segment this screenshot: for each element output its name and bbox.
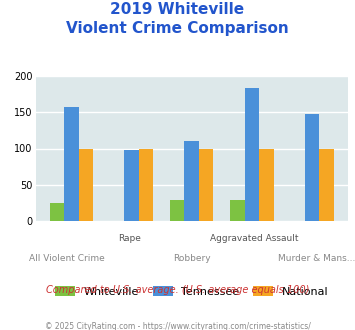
Text: Murder & Mans...: Murder & Mans... xyxy=(278,254,355,263)
Text: All Violent Crime: All Violent Crime xyxy=(29,254,105,263)
Bar xyxy=(50,203,64,221)
Text: © 2025 CityRating.com - https://www.cityrating.com/crime-statistics/: © 2025 CityRating.com - https://www.city… xyxy=(45,322,310,330)
Bar xyxy=(199,148,213,221)
Bar xyxy=(305,115,319,221)
Bar xyxy=(245,88,259,221)
Bar xyxy=(185,141,199,221)
Text: Compared to U.S. average. (U.S. average equals 100): Compared to U.S. average. (U.S. average … xyxy=(46,285,309,295)
Text: Violent Crime Comparison: Violent Crime Comparison xyxy=(66,21,289,36)
Bar xyxy=(170,200,185,221)
Bar xyxy=(124,150,139,221)
Text: Robbery: Robbery xyxy=(173,254,211,263)
Bar xyxy=(259,148,274,221)
Bar xyxy=(319,148,334,221)
Bar xyxy=(230,200,245,221)
Text: Rape: Rape xyxy=(118,234,141,243)
Text: Aggravated Assault: Aggravated Assault xyxy=(210,234,299,243)
Legend: Whiteville, Tennessee, National: Whiteville, Tennessee, National xyxy=(50,282,333,302)
Bar xyxy=(78,148,93,221)
Text: 2019 Whiteville: 2019 Whiteville xyxy=(110,2,245,16)
Bar xyxy=(139,148,153,221)
Bar xyxy=(64,107,78,221)
